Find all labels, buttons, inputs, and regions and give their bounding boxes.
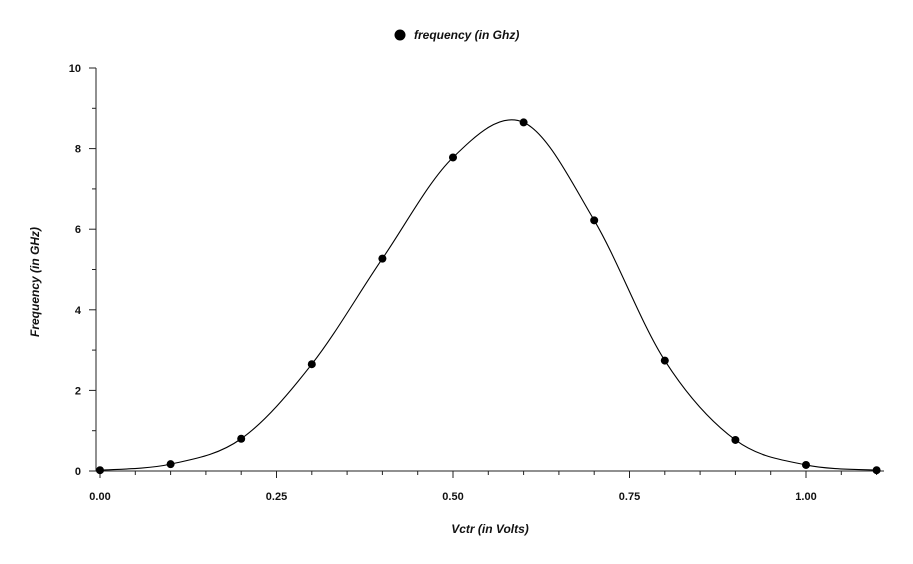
y-tick-label: 4 [75,305,82,317]
data-point [449,153,457,162]
x-tick-label: 0.50 [442,491,463,503]
data-point [590,216,599,225]
y-tick-label: 10 [69,63,81,75]
data-point [307,360,316,369]
legend: frequency (in Ghz) [394,28,519,42]
data-point [519,118,528,127]
data-point [166,460,175,469]
axis-ticks [89,67,878,478]
y-axis-label: Frequency (in GHz) [28,227,42,337]
data-points [96,118,881,475]
data-point [731,435,740,444]
y-tick-label: 2 [75,385,81,397]
data-point [802,460,810,469]
y-tick-label: 8 [75,144,81,156]
y-tick-label: 0 [75,466,81,478]
data-point [872,466,881,475]
data-point [96,466,104,475]
y-tick-label: 6 [75,224,81,236]
series-curve [99,119,877,471]
data-point [660,356,669,365]
data-point [378,254,387,263]
data-point [237,434,246,443]
x-tick-label: 0.00 [89,491,110,503]
x-tick-label: 0.25 [266,491,287,503]
legend-label: frequency (in Ghz) [414,28,519,42]
x-tick-label: 1.00 [795,491,816,503]
x-axis-label: Vctr (in Volts) [451,522,529,536]
x-tick-label: 0.75 [619,491,640,503]
axis-tick-labels: 0 2 4 6 8 10 0.00 0.25 0.50 0.75 1.00 [69,63,817,503]
legend-marker [394,29,406,41]
